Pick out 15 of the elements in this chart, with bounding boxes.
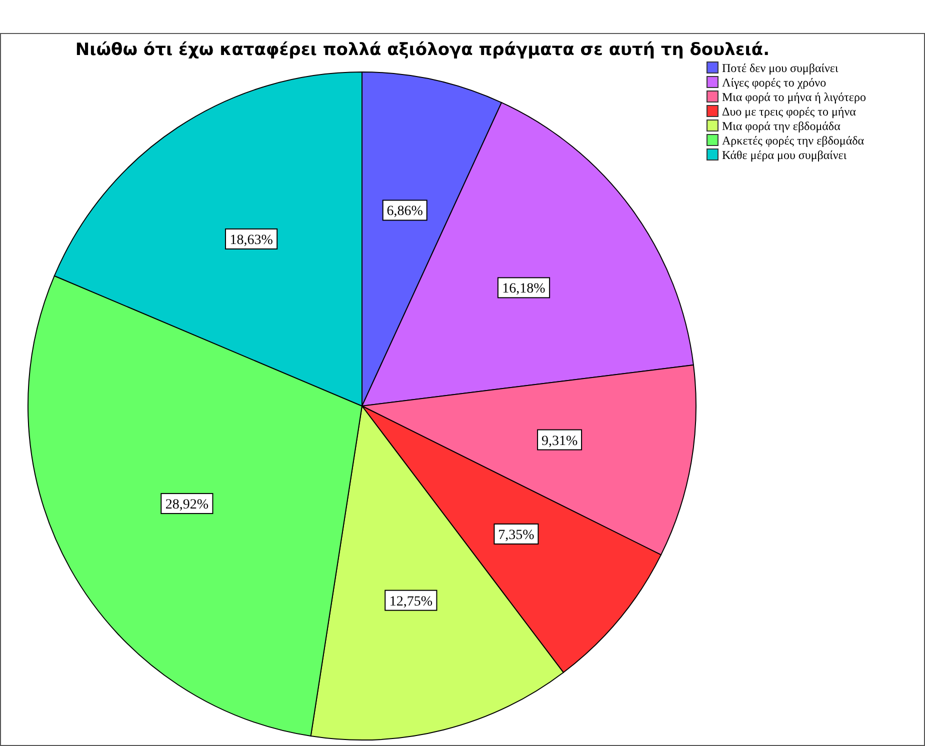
legend-label: Κάθε μέρα μου συμβαίνει [722, 148, 848, 162]
legend-label: Μια φορά την εβδομάδα [722, 119, 842, 133]
data-label: 12,75% [389, 594, 433, 610]
data-label: 28,92% [165, 498, 209, 513]
data-label: 9,31% [541, 434, 578, 449]
legend-label: Μια φορά το μήνα ή λιγότερο [722, 90, 866, 104]
chart-title: Νιώθω ότι έχω καταφέρει πολλά αξιόλογα πράγματα σε αυτή τη δουλειά. [75, 40, 770, 60]
legend-label: Αρκετές φορές την εβδομάδα [722, 134, 865, 148]
legend-label: Δυο με τρεις φορές το μήνα [722, 104, 857, 118]
data-label: 7,35% [498, 528, 535, 543]
legend-label: Ποτέ δεν μου συμβαίνει [722, 61, 839, 75]
legend-label: Λίγες φορές το χρόνο [722, 76, 826, 90]
data-label: 18,63% [230, 232, 274, 248]
data-label: 16,18% [502, 282, 546, 297]
data-label: 6,86% [386, 204, 424, 220]
